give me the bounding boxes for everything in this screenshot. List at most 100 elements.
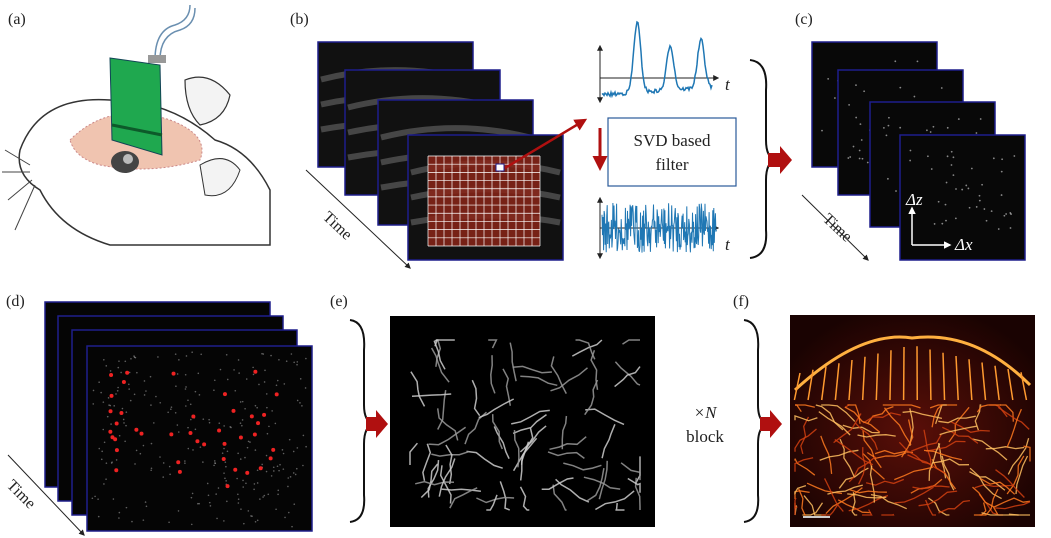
speckle bbox=[951, 164, 953, 166]
speckle bbox=[887, 178, 889, 180]
speckle bbox=[125, 425, 127, 427]
speckle bbox=[237, 493, 239, 495]
speckle bbox=[117, 390, 119, 392]
detection bbox=[239, 435, 243, 439]
detection bbox=[222, 457, 226, 461]
time-label: Time bbox=[819, 210, 855, 245]
speckle bbox=[238, 372, 240, 374]
speckle bbox=[116, 459, 118, 461]
vessel bbox=[890, 350, 891, 400]
speckle bbox=[117, 387, 119, 389]
speckle bbox=[834, 97, 836, 99]
panel-label: (b) bbox=[290, 11, 309, 28]
speckle bbox=[108, 397, 110, 399]
speckle bbox=[93, 390, 95, 392]
speckle bbox=[220, 369, 222, 371]
speckle bbox=[291, 526, 293, 528]
speckle bbox=[198, 373, 200, 375]
speckle bbox=[266, 407, 268, 409]
speckle bbox=[991, 210, 993, 212]
speckle bbox=[169, 474, 171, 476]
speckle bbox=[130, 400, 132, 402]
detection bbox=[269, 456, 273, 460]
speckle bbox=[117, 367, 119, 369]
time-label: Time bbox=[319, 208, 355, 243]
speckle bbox=[240, 458, 242, 460]
detection bbox=[108, 430, 112, 434]
speckle bbox=[867, 162, 869, 164]
speckle bbox=[119, 435, 121, 437]
speckle bbox=[303, 435, 305, 437]
speckle bbox=[955, 188, 957, 190]
speckle bbox=[177, 424, 179, 426]
speckle bbox=[169, 466, 171, 468]
speckle bbox=[150, 469, 152, 471]
speckle bbox=[207, 483, 209, 485]
repeat-factor: ×N bbox=[694, 403, 718, 422]
detection bbox=[275, 392, 279, 396]
speckle bbox=[258, 384, 260, 386]
speckle bbox=[223, 448, 225, 450]
speckle bbox=[273, 470, 275, 472]
speckle bbox=[238, 498, 240, 500]
speckle bbox=[229, 426, 231, 428]
speckle bbox=[202, 418, 204, 420]
speckle bbox=[951, 151, 953, 153]
speckle bbox=[853, 146, 855, 148]
speckle bbox=[246, 378, 248, 380]
speckle bbox=[243, 523, 245, 525]
speckle bbox=[941, 223, 943, 225]
axis-label: t bbox=[725, 75, 731, 94]
detection bbox=[119, 411, 123, 415]
speckle bbox=[202, 461, 204, 463]
speckle bbox=[105, 365, 107, 367]
speckle bbox=[273, 466, 275, 468]
speckle bbox=[185, 405, 187, 407]
speckle bbox=[238, 359, 240, 361]
speckle bbox=[144, 394, 146, 396]
detection bbox=[134, 428, 138, 432]
speckle bbox=[255, 405, 257, 407]
speckle bbox=[134, 463, 136, 465]
speckle bbox=[210, 505, 212, 507]
speckle bbox=[293, 503, 295, 505]
speckle bbox=[128, 388, 130, 390]
vessel bbox=[930, 350, 931, 401]
axis-label: t bbox=[725, 235, 731, 254]
speckle bbox=[279, 464, 281, 466]
speckle bbox=[247, 447, 249, 449]
speckle bbox=[252, 367, 254, 369]
speckle bbox=[191, 497, 193, 499]
speckle bbox=[971, 168, 973, 170]
detection bbox=[191, 414, 195, 418]
speckle bbox=[209, 502, 211, 504]
speckle bbox=[861, 139, 863, 141]
speckle bbox=[259, 498, 261, 500]
speckle bbox=[113, 405, 115, 407]
speckle bbox=[110, 423, 112, 425]
speckle bbox=[1013, 155, 1015, 157]
speckle bbox=[153, 422, 155, 424]
signal-plot: t bbox=[600, 198, 731, 258]
speckle bbox=[262, 496, 264, 498]
speckle bbox=[284, 517, 286, 519]
speckle bbox=[947, 155, 949, 157]
speckle bbox=[122, 408, 124, 410]
speckle bbox=[163, 462, 165, 464]
speckle bbox=[855, 84, 857, 86]
speckle bbox=[256, 407, 258, 409]
speckle bbox=[168, 522, 170, 524]
arrow bbox=[760, 410, 782, 438]
speckle bbox=[291, 353, 293, 355]
detection bbox=[217, 428, 221, 432]
speckle bbox=[225, 480, 227, 482]
speckle bbox=[145, 390, 147, 392]
speckle bbox=[94, 496, 96, 498]
speckle bbox=[126, 507, 128, 509]
speckle bbox=[140, 453, 142, 455]
speckle bbox=[270, 355, 272, 357]
speckle bbox=[821, 130, 823, 132]
speckle bbox=[225, 461, 227, 463]
speckle bbox=[261, 353, 263, 355]
arrow bbox=[768, 146, 792, 174]
